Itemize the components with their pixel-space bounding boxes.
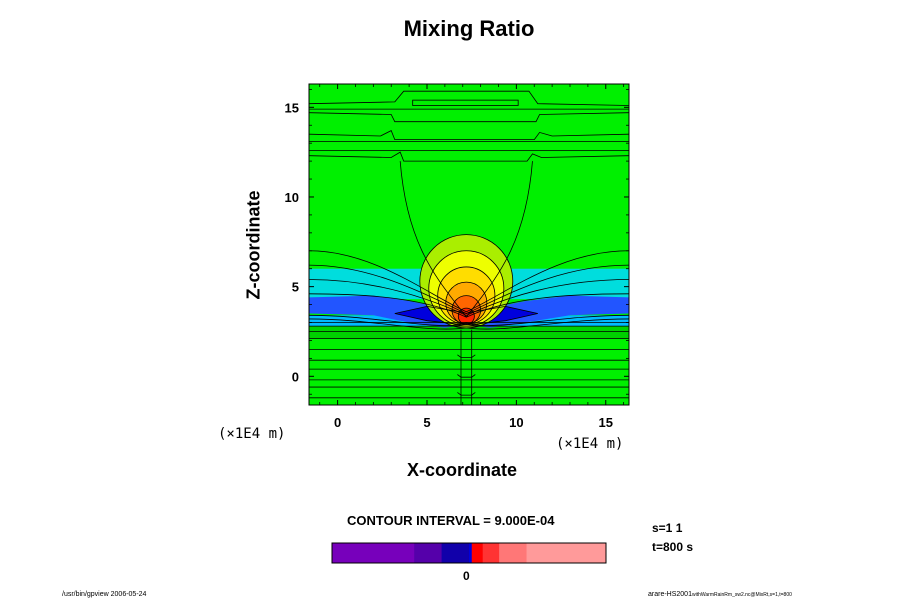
- colorbar-zero-label: 0: [463, 569, 470, 583]
- mixing-ratio-field: [309, 84, 629, 405]
- x-axis-label: X-coordinate: [407, 460, 518, 480]
- contour-line: [309, 279, 629, 316]
- contour-line: [457, 392, 476, 396]
- colorbar: [331, 542, 607, 564]
- contour-line: [445, 281, 488, 324]
- contour-line: [412, 99, 519, 106]
- colorbar-swatch: [471, 543, 484, 563]
- colorbar-frame: [331, 542, 607, 564]
- x-tick-label: 5: [423, 415, 430, 430]
- contour-line: [419, 234, 514, 329]
- y-tick-label: 0: [292, 369, 299, 384]
- contour-line: [457, 354, 476, 358]
- y-axis-unit: (×1E4 m): [218, 426, 286, 442]
- contour-line: [309, 112, 629, 123]
- contour-line: [309, 293, 629, 318]
- chart-title: Mixing Ratio: [403, 16, 535, 41]
- plot-frame: [308, 83, 630, 406]
- colorbar-swatch: [482, 543, 500, 563]
- x-tick-label: 0: [334, 415, 341, 430]
- footer-right-main: arare-HS2001: [648, 591, 692, 598]
- contour-line: [428, 250, 505, 327]
- footer-left-text: /usr/bin/gpview 2006-05-24: [62, 591, 147, 598]
- contour-interval-label: CONTOUR INTERVAL = 9.000E-04: [347, 513, 555, 528]
- contour-line: [457, 374, 476, 378]
- colorbar-swatch: [332, 543, 415, 563]
- footer-right-text: arare-HS2001withWarmRainRm_sw2.nc@MixRt,…: [648, 591, 792, 598]
- colorbar-swatch: [469, 543, 473, 563]
- y-tick-label: 15: [285, 100, 299, 115]
- s-range-label: s=1 1: [652, 521, 683, 535]
- axis-ticks: 0 5 10 15 0 5 10 15: [285, 84, 629, 430]
- contour-line: [309, 130, 629, 141]
- y-axis-label: Z-coordinate: [243, 190, 264, 300]
- colorbar-swatch: [499, 543, 528, 563]
- x-tick-label: 10: [509, 415, 523, 430]
- contour-line: [309, 250, 629, 313]
- colorbar-swatch: [441, 543, 470, 563]
- y-tick-label: 5: [292, 280, 299, 295]
- time-label: t=800 s: [652, 540, 694, 554]
- contour-line: [309, 151, 629, 162]
- x-tick-label: 15: [599, 415, 613, 430]
- y-tick-label: 10: [285, 190, 299, 205]
- contour-line: [457, 307, 475, 325]
- colorbar-swatch: [414, 543, 443, 563]
- colorbar-swatch: [526, 543, 607, 563]
- field-band: [309, 326, 629, 339]
- contour-line: [309, 90, 629, 106]
- contour-lines: [309, 90, 629, 405]
- footer-right-sub: withWarmRainRm_sw2.nc@MixRt,s=1,t=800: [691, 592, 792, 598]
- x-axis-unit: (×1E4 m): [556, 436, 624, 452]
